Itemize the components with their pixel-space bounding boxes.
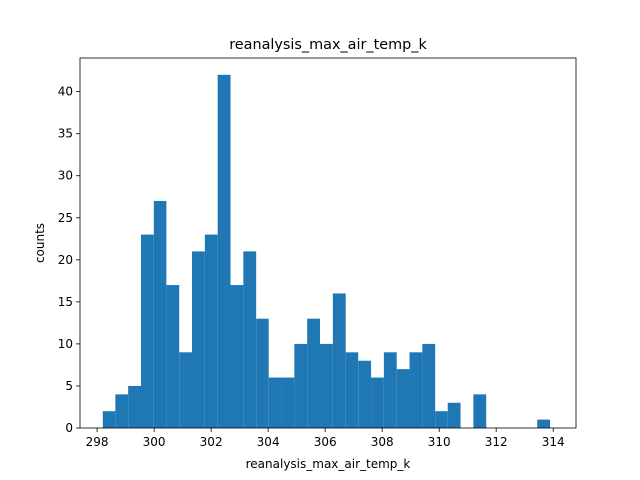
histogram-bar <box>447 402 461 428</box>
histogram-bar <box>192 251 205 428</box>
y-tick-label: 30 <box>58 169 73 183</box>
histogram-bar <box>128 385 141 428</box>
y-tick-label: 20 <box>58 253 73 267</box>
histogram-bar <box>320 343 333 428</box>
x-tick-label: 302 <box>200 435 223 449</box>
histogram-bar <box>166 285 180 428</box>
histogram-bar <box>383 352 397 428</box>
x-axis-title: reanalysis_max_air_temp_k <box>246 457 411 471</box>
y-tick-label: 35 <box>58 127 73 141</box>
histogram-bar <box>307 318 321 428</box>
histogram-bar <box>422 343 436 428</box>
histogram-bar <box>294 343 308 428</box>
x-tick-label: 310 <box>428 435 451 449</box>
histogram-bar <box>332 293 346 428</box>
histogram-bar <box>204 234 218 428</box>
histogram-bar <box>256 318 269 428</box>
histogram-bars <box>102 74 551 428</box>
y-axis-ticks: 0 5 10 15 20 25 30 35 40 <box>58 85 80 435</box>
histogram-bar <box>179 352 193 428</box>
histogram-bar <box>358 360 372 428</box>
y-tick-label: 5 <box>65 379 73 393</box>
x-tick-label: 308 <box>371 435 394 449</box>
histogram-bar <box>409 352 423 428</box>
y-tick-label: 25 <box>58 211 73 225</box>
x-tick-label: 304 <box>257 435 280 449</box>
histogram-bar <box>371 377 384 428</box>
histogram-bar <box>537 419 551 428</box>
y-tick-label: 15 <box>58 295 73 309</box>
x-tick-label: 306 <box>314 435 337 449</box>
histogram-bar <box>217 74 231 428</box>
histogram-bar <box>435 411 448 428</box>
histogram-bar <box>268 377 282 428</box>
histogram-bar <box>153 200 167 428</box>
plot-frame <box>79 57 577 429</box>
x-tick-label: 314 <box>542 435 565 449</box>
histogram-bar <box>230 285 244 428</box>
histogram-bar <box>345 352 359 428</box>
histogram-bar <box>243 251 257 428</box>
histogram-bar <box>115 394 129 428</box>
chart-title: reanalysis_max_air_temp_k <box>229 37 427 53</box>
y-tick-label: 10 <box>58 337 73 351</box>
histogram-bar <box>141 234 154 428</box>
x-tick-label: 300 <box>143 435 166 449</box>
y-tick-label: 0 <box>65 421 73 435</box>
y-axis-title: counts <box>33 223 47 263</box>
histogram-bar <box>396 369 410 428</box>
x-axis-ticks: 298 300 302 304 306 308 310 312 314 <box>86 428 565 449</box>
histogram-bar <box>281 377 295 428</box>
histogram-bar <box>473 394 487 428</box>
histogram-bar <box>102 411 116 428</box>
x-tick-label: 312 <box>485 435 508 449</box>
y-tick-label: 40 <box>58 85 73 99</box>
x-tick-label: 298 <box>86 435 109 449</box>
